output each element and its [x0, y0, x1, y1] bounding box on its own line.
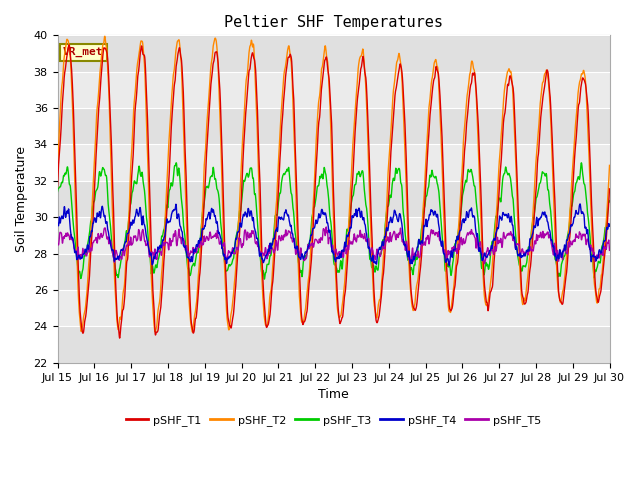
pSHF_T4 — [54, 220, 61, 226]
pSHF_T4 — [362, 223, 369, 228]
pSHF_T2 — [362, 85, 370, 91]
pSHF_T5 — [323, 224, 330, 230]
pSHF_T2 — [101, 34, 109, 39]
pSHF_T2 — [495, 176, 502, 182]
pSHF_T3 — [54, 189, 61, 194]
pSHF_T3 — [362, 202, 370, 208]
pSHF_T5 — [349, 235, 357, 241]
pSHF_T2 — [208, 57, 216, 62]
pSHF_T1 — [208, 73, 216, 79]
pSHF_T5 — [495, 241, 502, 247]
pSHF_T4 — [605, 223, 613, 229]
pSHF_T1 — [573, 131, 580, 136]
pSHF_T3 — [260, 276, 268, 282]
pSHF_T1 — [557, 299, 565, 305]
X-axis label: Time: Time — [318, 388, 349, 401]
Bar — [58, 253, 609, 290]
Bar — [58, 72, 609, 108]
pSHF_T5 — [605, 248, 613, 253]
pSHF_T2 — [189, 329, 196, 335]
pSHF_T1 — [54, 184, 61, 190]
Bar — [58, 290, 609, 326]
pSHF_T4 — [576, 201, 584, 207]
pSHF_T4 — [494, 225, 502, 231]
Bar — [58, 181, 609, 217]
pSHF_T3 — [495, 201, 502, 207]
pSHF_T4 — [349, 215, 357, 220]
pSHF_T3 — [208, 173, 216, 179]
Line: pSHF_T2: pSHF_T2 — [58, 36, 609, 332]
pSHF_T2 — [54, 163, 61, 168]
Title: Peltier SHF Temperatures: Peltier SHF Temperatures — [224, 15, 443, 30]
pSHF_T3 — [557, 264, 565, 269]
pSHF_T5 — [573, 234, 580, 240]
pSHF_T4 — [572, 208, 580, 214]
pSHF_T2 — [350, 127, 358, 133]
pSHF_T1 — [350, 155, 358, 160]
Bar — [58, 108, 609, 144]
pSHF_T2 — [573, 111, 580, 117]
Bar — [58, 144, 609, 181]
pSHF_T4 — [557, 252, 564, 257]
pSHF_T5 — [54, 241, 61, 247]
pSHF_T5 — [481, 261, 488, 266]
pSHF_T2 — [605, 163, 613, 168]
Line: pSHF_T4: pSHF_T4 — [58, 204, 609, 265]
Bar — [58, 217, 609, 253]
Line: pSHF_T1: pSHF_T1 — [58, 45, 609, 338]
Legend: pSHF_T1, pSHF_T2, pSHF_T3, pSHF_T4, pSHF_T5: pSHF_T1, pSHF_T2, pSHF_T3, pSHF_T4, pSHF… — [121, 411, 546, 431]
Bar — [58, 36, 609, 72]
pSHF_T1 — [605, 186, 613, 192]
pSHF_T3 — [605, 198, 613, 204]
pSHF_T3 — [350, 189, 358, 194]
pSHF_T1 — [65, 42, 73, 48]
Text: VR_met: VR_met — [63, 47, 104, 57]
pSHF_T1 — [116, 335, 124, 341]
Line: pSHF_T5: pSHF_T5 — [58, 227, 609, 264]
pSHF_T5 — [362, 238, 369, 243]
pSHF_T2 — [557, 297, 565, 303]
Y-axis label: Soil Temperature: Soil Temperature — [15, 146, 28, 252]
pSHF_T5 — [207, 236, 215, 241]
pSHF_T3 — [172, 160, 180, 166]
pSHF_T5 — [557, 251, 565, 257]
Line: pSHF_T3: pSHF_T3 — [58, 163, 609, 279]
Bar — [58, 326, 609, 363]
pSHF_T1 — [495, 202, 502, 208]
pSHF_T4 — [445, 263, 453, 268]
pSHF_T4 — [207, 206, 215, 212]
pSHF_T1 — [362, 75, 370, 81]
pSHF_T3 — [573, 180, 580, 185]
